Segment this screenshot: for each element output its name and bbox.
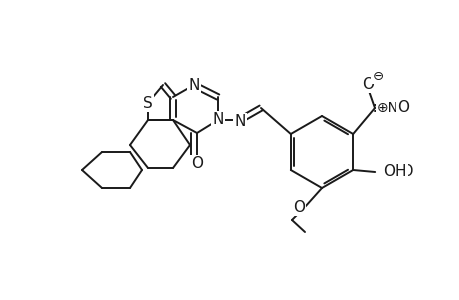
Text: N: N bbox=[212, 112, 223, 128]
Text: S: S bbox=[143, 95, 152, 110]
Text: O: O bbox=[361, 76, 373, 92]
Text: N: N bbox=[188, 77, 199, 92]
Text: O: O bbox=[396, 100, 408, 116]
Text: O: O bbox=[292, 200, 304, 214]
Text: HO: HO bbox=[390, 164, 413, 179]
Text: O: O bbox=[190, 157, 202, 172]
Text: N: N bbox=[234, 115, 245, 130]
Text: ⊕N: ⊕N bbox=[376, 101, 398, 115]
Text: OH: OH bbox=[382, 164, 406, 179]
Text: ⊖: ⊖ bbox=[372, 70, 383, 83]
